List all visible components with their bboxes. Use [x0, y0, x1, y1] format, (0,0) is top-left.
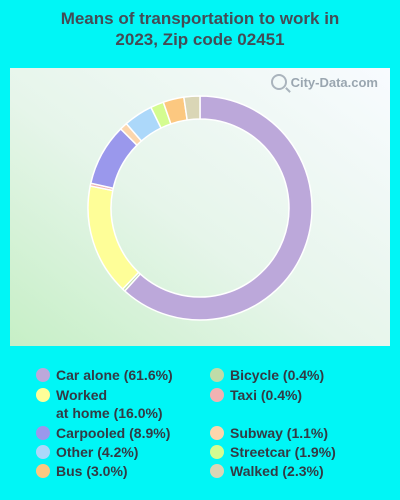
legend-item-streetcar: Streetcar (1.9%) [210, 443, 336, 461]
donut-slice-worked-at-home [87, 185, 140, 291]
donut-chart [87, 95, 313, 321]
legend-swatch-other [36, 445, 50, 459]
legend-label-other: Other (4.2%) [56, 444, 139, 460]
legend-item-other: Other (4.2%) [36, 443, 138, 461]
legend-item-worked-at-home: Worked at home (16.0%) [36, 386, 163, 422]
donut-slice-car-alone [123, 95, 313, 321]
legend-item-taxi: Taxi (0.4%) [210, 386, 302, 404]
legend-label-bicycle: Bicycle (0.4%) [230, 367, 325, 383]
legend-item-carpooled: Carpooled (8.9%) [36, 424, 170, 442]
legend-item-car-alone: Car alone (61.6%) [36, 366, 173, 384]
legend-label-taxi: Taxi (0.4%) [230, 387, 303, 403]
legend-swatch-bicycle [210, 368, 224, 382]
chart-title-line-2: 2023, Zip code 02451 [115, 30, 285, 49]
legend-swatch-worked-at-home [36, 388, 50, 402]
chart-title-line-1: Means of transportation to work in [60, 9, 340, 28]
legend-item-walked: Walked (2.3%) [210, 462, 324, 480]
legend-swatch-subway [210, 426, 224, 440]
legend-item-subway: Subway (1.1%) [210, 424, 328, 442]
chart-panel: City-Data.com [10, 68, 390, 346]
legend-swatch-bus [36, 464, 50, 478]
legend-item-bicycle: Bicycle (0.4%) [210, 366, 324, 384]
legend-item-bus: Bus (3.0%) [36, 462, 128, 480]
donut-slice-walked [182, 95, 201, 121]
legend-label-streetcar: Streetcar (1.9%) [230, 444, 336, 460]
legend-label-walked: Walked (2.3%) [230, 463, 324, 479]
legend-swatch-taxi [210, 388, 224, 402]
legend-label-subway: Subway (1.1%) [230, 425, 329, 441]
magnifier-icon [270, 74, 287, 90]
legend-label-car-alone: Car alone (61.6%) [56, 367, 173, 383]
legend-swatch-walked [210, 464, 224, 478]
chart-title: Means of transportation to work in 2023,… [0, 8, 400, 50]
legend-label-bus: Bus (3.0%) [56, 463, 128, 479]
legend-label-worked-at-home-line-2: at home (16.0%) [56, 405, 163, 421]
watermark: City-Data.com [270, 74, 378, 90]
legend-swatch-streetcar [210, 445, 224, 459]
legend-swatch-car-alone [36, 368, 50, 382]
legend-label-worked-at-home-line-1: Worked [56, 387, 108, 403]
legend-swatch-carpooled [36, 426, 50, 440]
legend-label-carpooled: Carpooled (8.9%) [56, 425, 171, 441]
legend-label-worked-at-home: Worked at home (16.0%) [56, 386, 163, 422]
watermark-text: City-Data.com [290, 74, 378, 90]
